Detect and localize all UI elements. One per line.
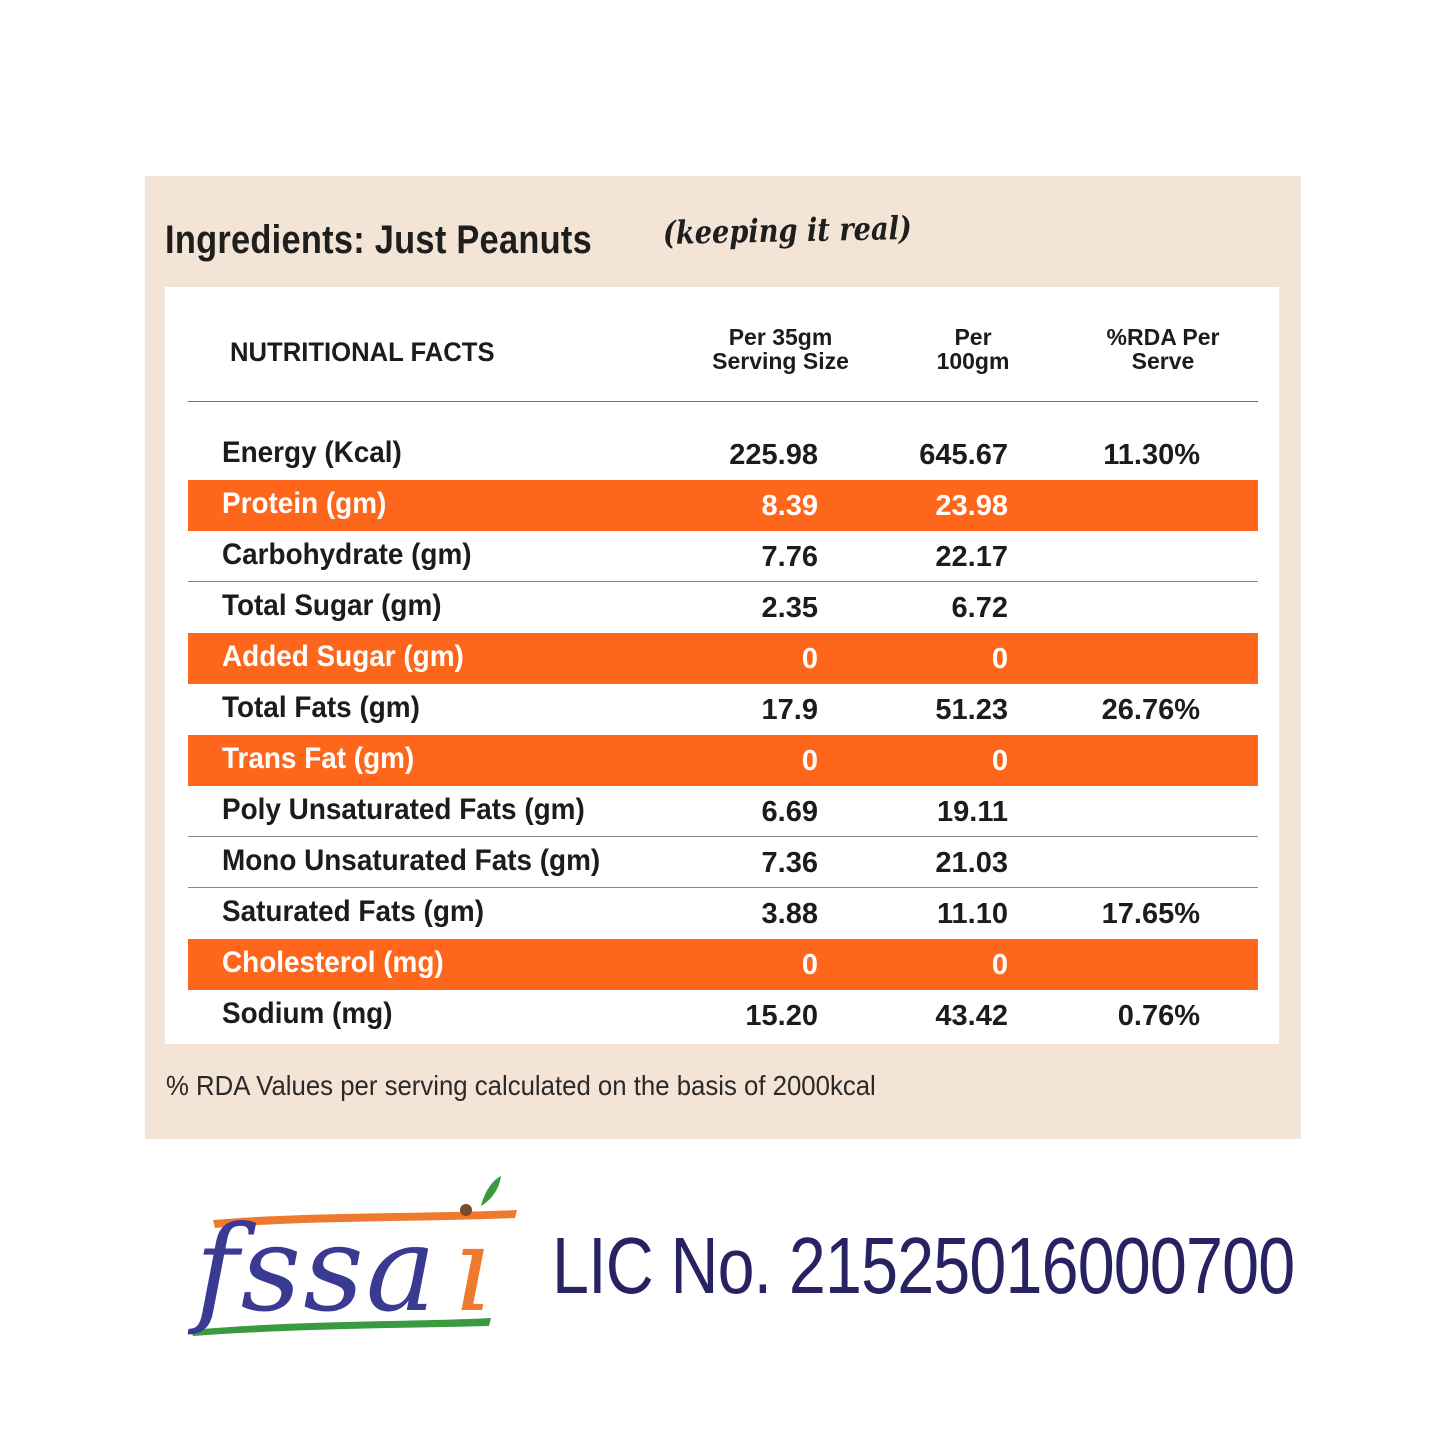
value-per-100g: 43.42 bbox=[935, 1000, 1008, 1032]
value-per-serving: 0 bbox=[801, 745, 818, 777]
nutrient-label: Energy (Kcal) bbox=[222, 436, 402, 469]
value-per-100g: 0 bbox=[991, 643, 1008, 675]
table-row: Poly Unsaturated Fats (gm) 6.69 19.11 bbox=[188, 786, 1258, 837]
nutrient-label: Total Sugar (gm) bbox=[222, 589, 442, 622]
value-per-serving: 7.36 bbox=[761, 847, 818, 879]
value-per-serving: 6.69 bbox=[761, 796, 818, 828]
nutrient-label: Sodium (mg) bbox=[222, 997, 393, 1030]
value-rda: 11.30% bbox=[1103, 439, 1200, 471]
tagline-handwritten: (keeping it real) bbox=[662, 208, 913, 252]
svg-text:ı: ı bbox=[453, 1200, 491, 1338]
value-per-100g: 21.03 bbox=[935, 847, 1008, 879]
table-row: Trans Fat (gm) 0 0 bbox=[188, 735, 1258, 786]
value-per-serving: 225.98 bbox=[729, 439, 818, 471]
nutrient-label: Protein (gm) bbox=[222, 487, 387, 520]
table-row: Cholesterol (mg) 0 0 bbox=[188, 939, 1258, 990]
nutrient-label: Added Sugar (gm) bbox=[222, 640, 464, 673]
nutrient-label: Poly Unsaturated Fats (gm) bbox=[222, 793, 585, 826]
nutrition-table: NUTRITIONAL FACTS Per 35gm Serving Size … bbox=[165, 287, 1279, 1044]
nutrient-label: Cholesterol (mg) bbox=[222, 946, 444, 979]
table-row: Added Sugar (gm) 0 0 bbox=[188, 633, 1258, 684]
value-per-serving: 8.39 bbox=[761, 490, 818, 522]
value-per-100g: 51.23 bbox=[935, 694, 1008, 726]
header-rda: %RDA Per Serve bbox=[1106, 324, 1220, 374]
value-rda: 0.76% bbox=[1117, 1000, 1200, 1032]
ingredients-heading: Ingredients: Just Peanuts bbox=[165, 218, 592, 262]
table-row: Carbohydrate (gm) 7.76 22.17 bbox=[188, 531, 1258, 582]
table-row: Saturated Fats (gm) 3.88 11.10 17.65% bbox=[188, 888, 1258, 939]
value-per-serving: 0 bbox=[801, 949, 818, 981]
rda-footnote: % RDA Values per serving calculated on t… bbox=[166, 1070, 876, 1101]
value-per-serving: 17.9 bbox=[761, 694, 818, 726]
nutrient-label: Total Fats (gm) bbox=[222, 691, 420, 724]
value-per-serving: 7.76 bbox=[761, 541, 818, 573]
table-row: Total Fats (gm) 17.9 51.23 26.76% bbox=[188, 684, 1258, 735]
value-rda: 26.76% bbox=[1101, 694, 1200, 726]
value-per-100g: 19.11 bbox=[937, 796, 1008, 828]
value-per-100g: 23.98 bbox=[935, 490, 1008, 522]
value-per-serving: 15.20 bbox=[745, 1000, 818, 1032]
nutrient-label: Mono Unsaturated Fats (gm) bbox=[222, 844, 601, 877]
fssai-logo: fssa ı bbox=[187, 1176, 517, 1338]
value-rda: 17.65% bbox=[1101, 898, 1200, 930]
value-per-100g: 22.17 bbox=[935, 541, 1008, 573]
license-number: LIC No. 21525016000700 bbox=[552, 1221, 1295, 1310]
table-row: Total Sugar (gm) 2.35 6.72 bbox=[188, 582, 1258, 633]
table-title: NUTRITIONAL FACTS bbox=[230, 337, 495, 367]
value-per-100g: 645.67 bbox=[919, 439, 1008, 471]
nutrition-panel: Ingredients: Just Peanuts (keeping it re… bbox=[145, 176, 1301, 1139]
svg-text:fssa: fssa bbox=[187, 1200, 438, 1338]
header-per-serving: Per 35gm Serving Size bbox=[712, 324, 849, 374]
header-per-100g: Per 100gm bbox=[936, 324, 1010, 374]
table-row: Sodium (mg) 15.20 43.42 0.76% bbox=[188, 990, 1258, 1041]
table-row: Protein (gm) 8.39 23.98 bbox=[188, 480, 1258, 531]
value-per-serving: 0 bbox=[801, 643, 818, 675]
nutrient-label: Saturated Fats (gm) bbox=[222, 895, 484, 928]
table-header: NUTRITIONAL FACTS Per 35gm Serving Size … bbox=[188, 315, 1258, 402]
table-row: Energy (Kcal) 225.98 645.67 11.30% bbox=[188, 429, 1258, 480]
value-per-100g: 11.10 bbox=[937, 898, 1008, 930]
table-row: Mono Unsaturated Fats (gm) 7.36 21.03 bbox=[188, 837, 1258, 888]
nutrient-label: Trans Fat (gm) bbox=[222, 742, 415, 775]
value-per-100g: 0 bbox=[991, 745, 1008, 777]
value-per-serving: 2.35 bbox=[761, 592, 818, 624]
value-per-100g: 0 bbox=[991, 949, 1008, 981]
value-per-serving: 3.88 bbox=[761, 898, 818, 930]
value-per-100g: 6.72 bbox=[951, 592, 1008, 624]
nutrient-label: Carbohydrate (gm) bbox=[222, 538, 472, 571]
